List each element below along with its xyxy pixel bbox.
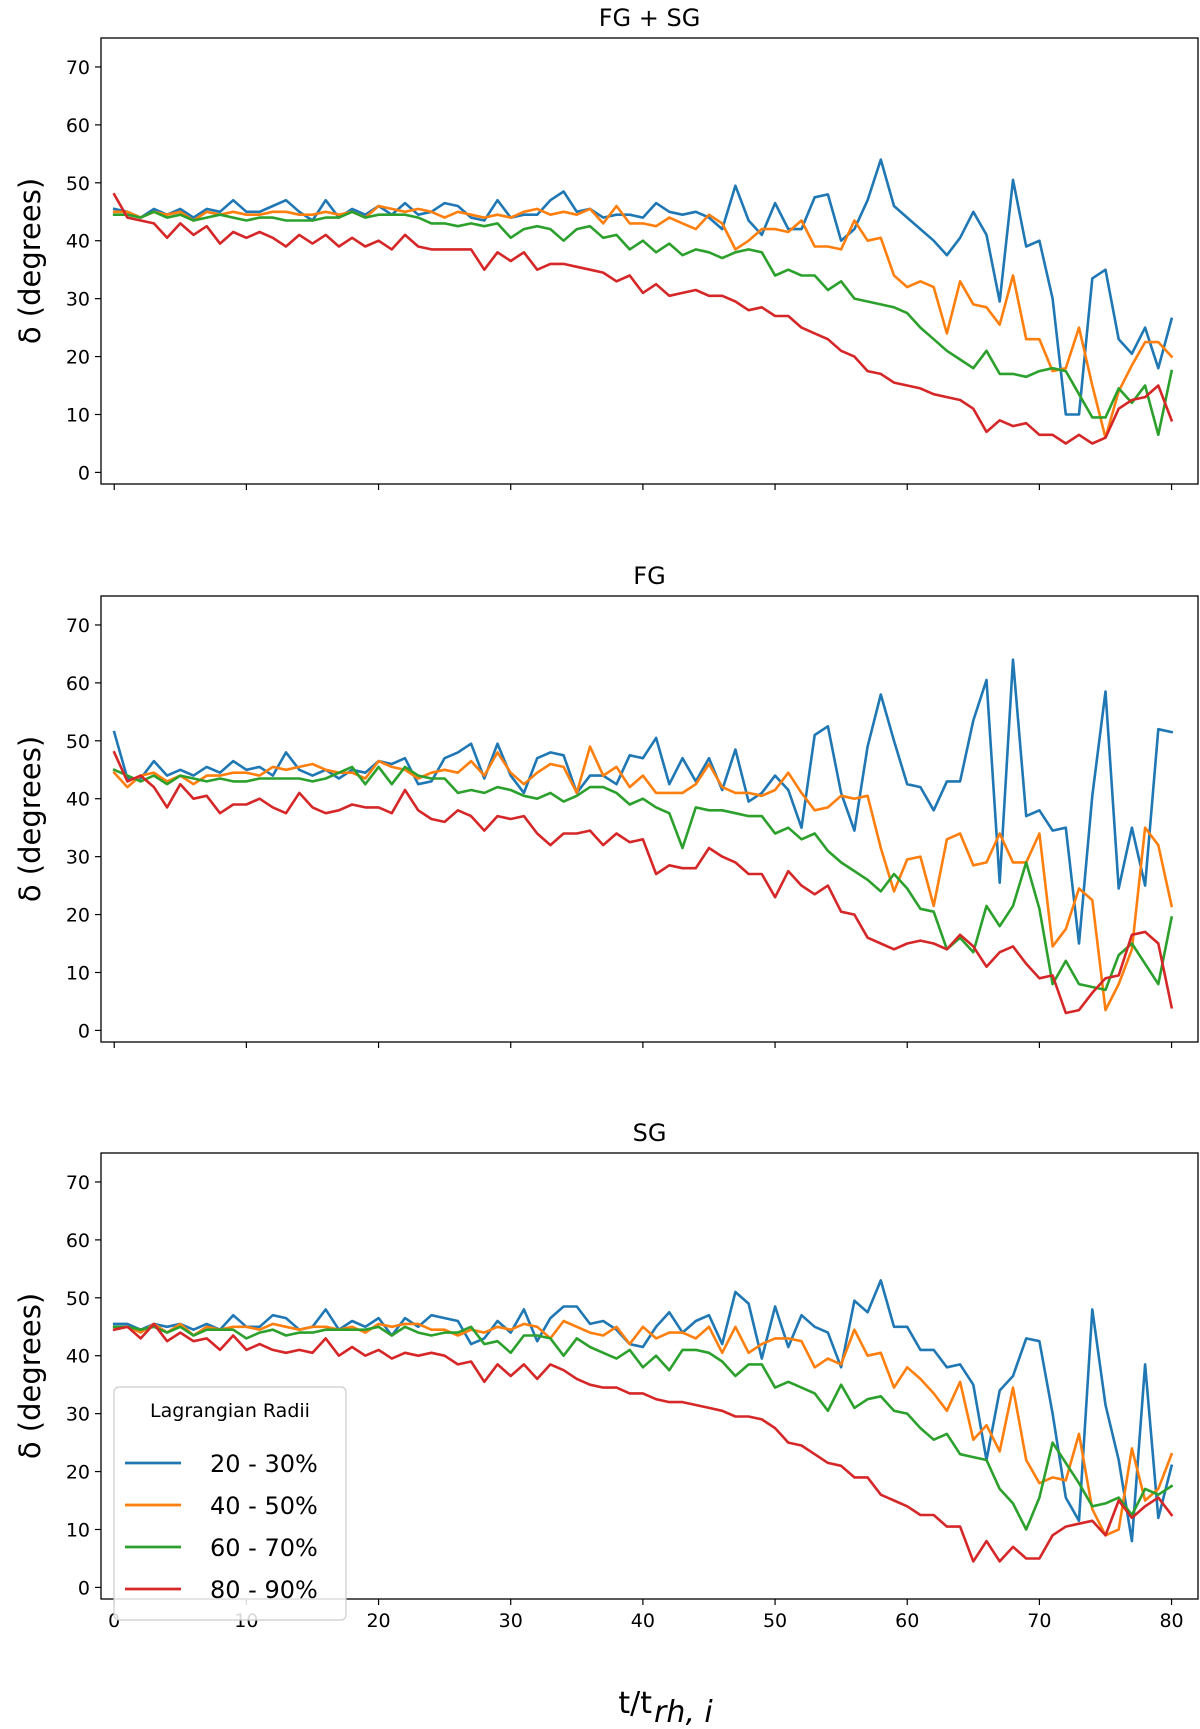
series-line-20-30 xyxy=(112,658,1174,945)
y-tick-label: 20 xyxy=(66,347,90,369)
y-tick-label: 10 xyxy=(66,1519,90,1541)
y-tick-label: 30 xyxy=(66,1404,90,1426)
axes-frame xyxy=(100,1152,1199,1600)
y-tick-label: 70 xyxy=(66,615,90,637)
legend-entries: 20 - 30% 40 - 50% 60 - 70% 80 - 90% xyxy=(125,1450,318,1604)
series-line-80-90 xyxy=(112,192,1174,445)
y-tick-label: 30 xyxy=(66,847,90,869)
series-line-40-50 xyxy=(112,745,1174,1012)
y-tick-label: 70 xyxy=(66,1172,90,1194)
x-tick-label: 70 xyxy=(1027,1610,1051,1632)
legend: Lagrangian Radii 20 - 30% 40 - 50% 60 - 70… xyxy=(113,1386,347,1621)
x-tick-label: 40 xyxy=(631,1610,655,1632)
y-tick-label: 60 xyxy=(66,673,90,695)
x-tick-label: 30 xyxy=(499,1610,523,1632)
legend-title: Lagrangian Radii xyxy=(150,1400,310,1422)
y-tick-label: 20 xyxy=(66,1462,90,1484)
y-tick-label: 70 xyxy=(66,57,90,79)
y-tick-label: 50 xyxy=(66,1288,90,1310)
axes-frame xyxy=(100,595,1199,1043)
panel-title: FG + SG xyxy=(599,4,701,32)
y-tick-label: 40 xyxy=(66,1346,90,1368)
y-axis-label: δ (degrees) xyxy=(13,178,47,344)
y-tick-label: 30 xyxy=(66,289,90,311)
x-axis-label-main: t/t xyxy=(618,1686,652,1721)
panel-2: FG δ (degrees) 0 10 20 30 40 50 60 70 xyxy=(13,562,1199,1048)
series-line-60-70 xyxy=(112,765,1174,992)
y-tick-label: 60 xyxy=(66,115,90,137)
x-axis-label-subscript: rh, i xyxy=(654,1695,713,1725)
x-axis-label: t/t xyxy=(618,1686,652,1721)
legend-entry-label: 80 - 90% xyxy=(210,1576,318,1604)
axes-frame xyxy=(100,37,1199,485)
series-line-60-70 xyxy=(112,1325,1174,1531)
y-tick-label: 40 xyxy=(66,789,90,811)
y-tick-label: 50 xyxy=(66,173,90,195)
panel-title: FG xyxy=(633,562,665,590)
y-tick-label: 0 xyxy=(78,462,90,484)
series-line-20-30 xyxy=(112,1279,1174,1543)
legend-entry-label: 40 - 50% xyxy=(210,1492,318,1520)
x-tick-label: 20 xyxy=(366,1610,390,1632)
y-tick-label: 0 xyxy=(78,1577,90,1599)
legend-entry-label: 60 - 70% xyxy=(210,1534,318,1562)
panel-title: SG xyxy=(633,1119,667,1147)
x-tick-label: 50 xyxy=(763,1610,787,1632)
series-line-40-50 xyxy=(112,204,1174,440)
series-line-20-30 xyxy=(112,158,1174,416)
y-tick-label: 20 xyxy=(66,905,90,927)
y-tick-label: 0 xyxy=(78,1020,90,1042)
y-tick-label: 10 xyxy=(66,404,90,426)
series-line-80-90 xyxy=(112,750,1174,1015)
y-tick-label: 60 xyxy=(66,1230,90,1252)
panel-1: FG + SG δ (degrees) 0 10 20 30 40 50 60 70 xyxy=(13,4,1199,490)
y-axis-label: δ (degrees) xyxy=(13,1293,47,1459)
legend-frame xyxy=(113,1386,347,1621)
y-tick-label: 40 xyxy=(66,231,90,253)
y-tick-label: 50 xyxy=(66,731,90,753)
x-tick-label: 60 xyxy=(895,1610,919,1632)
panels: FG + SG δ (degrees) 0 10 20 30 40 50 60 70 FG δ (de… xyxy=(13,4,1199,1632)
x-tick-label: 80 xyxy=(1159,1610,1183,1632)
y-axis-label: δ (degrees) xyxy=(13,736,47,902)
y-tick-label: 10 xyxy=(66,962,90,984)
series-line-40-50 xyxy=(112,1319,1174,1537)
legend-entry-label: 20 - 30% xyxy=(210,1450,318,1478)
series-line-80-90 xyxy=(112,1322,1174,1563)
series-line-60-70 xyxy=(112,210,1174,437)
